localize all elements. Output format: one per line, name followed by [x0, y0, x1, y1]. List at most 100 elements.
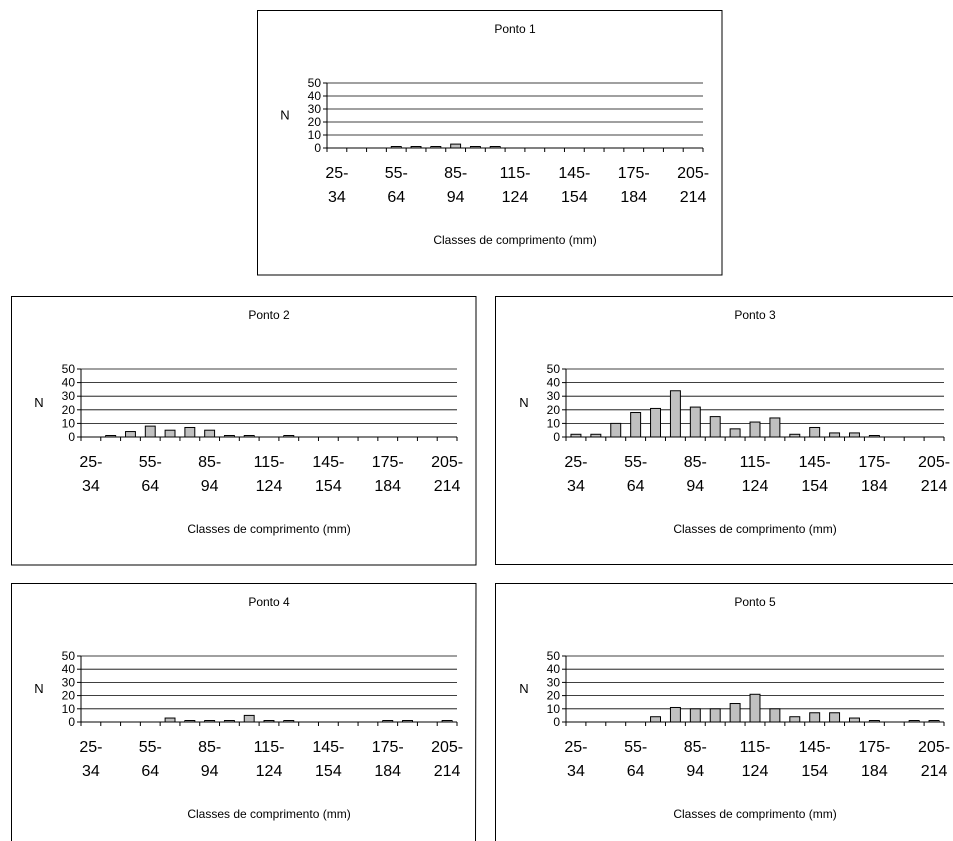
bar-85-94 [204, 720, 216, 723]
bar-95-104 [223, 720, 235, 723]
chart-ponto-2: Ponto 2 0 10 20 30 40 50 N 25-34 55-64 85-94 115-12… [11, 296, 477, 566]
bar-165-174 [849, 432, 860, 438]
y-tick-label: 0 [68, 430, 75, 444]
y-tick-label: 30 [547, 675, 561, 689]
x-tick-label: 25-34 [564, 739, 587, 780]
x-tick-label: 175-184 [372, 454, 404, 495]
bar-115-124 [263, 720, 275, 723]
chart-ponto-4: Ponto 4 0 10 20 30 40 50 N 25-34 55-64 85-94 115-12… [11, 583, 477, 841]
x-tick-label: 175-184 [858, 739, 890, 780]
bar-165-174 [849, 717, 860, 723]
y-axis-label: N [34, 395, 43, 410]
y-tick-label: 10 [308, 128, 322, 142]
x-tick-label: 25-34 [79, 739, 102, 780]
y-axis-label: N [519, 395, 528, 410]
x-tick-label: 175-184 [372, 739, 404, 780]
x-tick-label: 145-154 [558, 165, 590, 206]
bar-35-44 [590, 433, 602, 438]
chart-title: Ponto 2 [248, 308, 290, 322]
bar-45-54 [610, 422, 622, 438]
x-tick-label: 115-124 [740, 454, 771, 495]
bar-45-54 [125, 431, 136, 438]
bar-65-74 [410, 146, 422, 149]
bar-65-74 [164, 429, 176, 438]
y-tick-label: 30 [62, 675, 76, 689]
chart-frame [257, 10, 723, 276]
bar-75-84 [669, 390, 681, 438]
chart-frame [495, 583, 953, 841]
x-tick-label: 25-34 [79, 454, 102, 495]
x-tick-label: 55-64 [624, 739, 647, 780]
bar-185-194 [402, 720, 413, 723]
bar-95-104 [223, 435, 235, 438]
y-tick-label: 20 [547, 689, 561, 703]
y-tick-label: 30 [62, 389, 76, 403]
y-tick-label: 40 [62, 662, 76, 676]
y-tick-label: 0 [68, 715, 75, 729]
bar-65-74 [650, 716, 661, 723]
chart-frame [11, 296, 477, 566]
y-tick-label: 40 [547, 376, 561, 390]
bar-95-104 [709, 416, 721, 438]
chart-ponto-5: Ponto 5 0 10 20 30 40 50 N 25-34 55-64 85-94 115-12… [495, 583, 953, 841]
x-tick-label: 25-34 [564, 454, 587, 495]
bar-75-84 [184, 426, 196, 438]
chart-ponto-3: Ponto 3 0 10 20 30 40 50 N 25-34 55-64 85-94 115-12… [495, 296, 953, 566]
bar-175-184 [868, 435, 880, 438]
bar-105-114 [243, 714, 255, 723]
bar-55-64 [390, 146, 402, 149]
bar-175-184 [868, 720, 880, 723]
bar-145-154 [809, 712, 821, 723]
x-tick-label: 175-184 [858, 454, 890, 495]
bar-105-114 [243, 435, 255, 438]
y-tick-label: 30 [547, 389, 561, 403]
x-tick-label: 85-94 [198, 454, 221, 495]
bar-85-94 [450, 143, 462, 149]
bar-125-134 [769, 708, 781, 723]
x-tick-label: 115-124 [254, 454, 285, 495]
bar-75-84 [184, 720, 196, 723]
bar-75-84 [430, 146, 442, 149]
bar-95-104 [709, 708, 721, 723]
y-tick-label: 40 [62, 376, 76, 390]
y-tick-label: 50 [62, 362, 76, 376]
chart-frame [11, 583, 477, 841]
y-tick-label: 20 [547, 403, 561, 417]
x-tick-label: 85-94 [684, 454, 707, 495]
x-tick-label: 55-64 [385, 165, 408, 206]
x-tick-label: 55-64 [624, 454, 647, 495]
y-tick-label: 50 [62, 649, 76, 663]
bar-105-114 [729, 703, 741, 723]
x-axis-label: Classes de comprimento (mm) [187, 807, 350, 821]
x-tick-label: 25-34 [325, 165, 348, 206]
bar-65-74 [164, 717, 176, 723]
y-tick-label: 0 [553, 715, 560, 729]
x-tick-label: 145-154 [312, 739, 344, 780]
bar-85-94 [689, 708, 701, 723]
y-tick-label: 40 [547, 662, 561, 676]
bar-55-64 [144, 425, 156, 438]
chart-ponto-1: Ponto 1 0 10 20 30 40 50 N 25-34 55-64 85-94 115-12… [257, 10, 723, 276]
bar-115-124 [749, 421, 761, 438]
bar-195-204 [908, 720, 920, 723]
chart-title: Ponto 1 [494, 22, 536, 36]
x-axis-label: Classes de comprimento (mm) [673, 807, 836, 821]
bar-75-84 [669, 706, 681, 723]
x-tick-label: 115-124 [740, 739, 771, 780]
bar-205-214 [928, 720, 940, 723]
x-axis-label: Classes de comprimento (mm) [187, 522, 350, 536]
y-tick-label: 50 [547, 362, 561, 376]
y-tick-label: 10 [547, 702, 561, 716]
chart-title: Ponto 5 [734, 595, 776, 609]
x-tick-label: 145-154 [799, 739, 831, 780]
y-tick-label: 30 [308, 102, 322, 116]
y-tick-label: 20 [308, 115, 322, 129]
x-axis-label: Classes de comprimento (mm) [433, 233, 596, 247]
x-tick-label: 85-94 [444, 165, 467, 206]
y-tick-label: 40 [308, 89, 322, 103]
x-tick-label: 205-214 [431, 739, 463, 780]
